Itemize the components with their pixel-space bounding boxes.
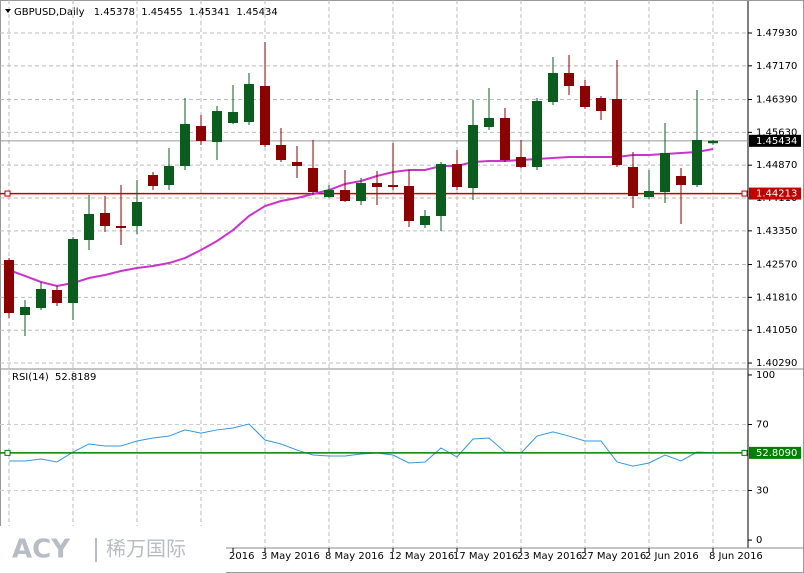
candle-body xyxy=(708,140,718,144)
y-tick-label: 1.42570 xyxy=(756,260,797,271)
candle-body xyxy=(692,140,702,186)
y-tick-label: 70 xyxy=(756,419,769,430)
chart-title: GBPUSD,Daily 1.45378 1.45455 1.45341 1.4… xyxy=(14,7,278,18)
candle-body xyxy=(468,125,478,188)
level-handle xyxy=(4,449,11,456)
candle-body xyxy=(324,190,334,198)
candle-body xyxy=(452,164,462,188)
candle-body xyxy=(372,183,382,188)
candle-body xyxy=(532,100,542,168)
candle-body xyxy=(596,98,606,112)
indicator-value: 52.8189 xyxy=(55,372,96,383)
candle-body xyxy=(196,126,206,141)
candle-body xyxy=(484,118,494,128)
candle-body xyxy=(644,191,654,198)
level-handle xyxy=(741,190,748,197)
candle-body xyxy=(340,190,350,201)
candle-body xyxy=(36,288,46,308)
y-tick-label: 1.43350 xyxy=(756,226,797,237)
rsi-level-label: 52.8090 xyxy=(756,448,797,459)
candle-body xyxy=(84,214,94,241)
x-tick-label: 8 Jun 2016 xyxy=(709,551,763,562)
x-tick-label: 2016 xyxy=(229,551,254,562)
y-tick-label: 30 xyxy=(756,486,769,497)
x-tick-label: 3 May 2016 xyxy=(261,551,320,562)
symbol: GBPUSD,Daily xyxy=(14,7,85,18)
candle-body xyxy=(516,157,526,168)
candle-body xyxy=(4,260,14,314)
ohlc-close: 1.45434 xyxy=(236,7,277,18)
candle-body xyxy=(148,174,158,187)
candle-body xyxy=(68,239,78,304)
level-handle xyxy=(4,190,11,197)
level-label-bg xyxy=(749,187,801,200)
y-tick-label: 100 xyxy=(756,370,775,381)
ohlc-low: 1.45341 xyxy=(189,7,230,18)
rsi-line xyxy=(9,423,714,467)
x-tick-label: 27 May 2016 xyxy=(581,551,646,562)
y-tick-label: 1.46390 xyxy=(756,95,797,106)
candle-body xyxy=(676,175,686,186)
indicator-title: RSI(14) 52.8189 xyxy=(12,372,96,383)
level-handle xyxy=(741,449,748,456)
level-label: 1.44213 xyxy=(756,189,797,200)
x-tick-label: 12 May 2016 xyxy=(389,551,454,562)
candle-body xyxy=(164,166,174,186)
candle-body xyxy=(404,186,414,221)
candle-body xyxy=(52,290,62,304)
x-tick-label: 2 Jun 2016 xyxy=(645,551,699,562)
candle-body xyxy=(564,73,574,87)
y-tick-label: 1.40290 xyxy=(756,358,797,369)
candle-body xyxy=(116,226,126,228)
y-tick-label: 1.44870 xyxy=(756,160,797,171)
ohlc-high: 1.45455 xyxy=(141,7,182,18)
x-tick-label: 8 May 2016 xyxy=(325,551,384,562)
candle-body xyxy=(628,167,638,196)
candle-body xyxy=(212,111,222,142)
candle-body xyxy=(548,73,558,102)
y-tick-label: 1.47930 xyxy=(756,28,797,39)
watermark-logo: ACY xyxy=(12,535,71,565)
menu-arrow xyxy=(5,9,11,13)
candle-body xyxy=(436,164,446,216)
x-tick-label: 23 May 2016 xyxy=(517,551,582,562)
candle-body xyxy=(580,86,590,108)
price-label: 1.45434 xyxy=(756,136,797,147)
watermark-bg xyxy=(0,526,226,573)
ohlc-open: 1.45378 xyxy=(94,7,135,18)
candle-body xyxy=(276,145,286,161)
candle-body xyxy=(420,215,430,226)
candle-body xyxy=(244,84,254,122)
watermark-text: 稀万国际 xyxy=(106,537,186,561)
indicator-name: RSI(14) xyxy=(12,372,49,383)
y-tick-label: 0 xyxy=(756,535,762,546)
candle-body xyxy=(308,167,318,193)
candle-body xyxy=(500,118,510,161)
x-tick-label: 17 May 2016 xyxy=(453,551,518,562)
y-tick-label: 1.47170 xyxy=(756,61,797,72)
price-label-bg xyxy=(749,134,801,147)
candle-body xyxy=(260,86,270,146)
rsi-level-label-bg xyxy=(749,446,801,459)
candle-body xyxy=(388,185,398,188)
y-tick-label: 1.41050 xyxy=(756,325,797,336)
candle-body xyxy=(20,307,30,315)
candle-body xyxy=(228,112,238,124)
candle-body xyxy=(132,201,142,227)
candle-body xyxy=(356,183,366,201)
candle-body xyxy=(660,153,670,193)
y-tick-label: 1.45630 xyxy=(756,127,797,138)
candle-body xyxy=(100,213,110,227)
candle-body xyxy=(180,124,190,167)
candle-body xyxy=(612,99,622,166)
y-tick-label: 1.41810 xyxy=(756,292,797,303)
candle-body xyxy=(292,161,302,167)
